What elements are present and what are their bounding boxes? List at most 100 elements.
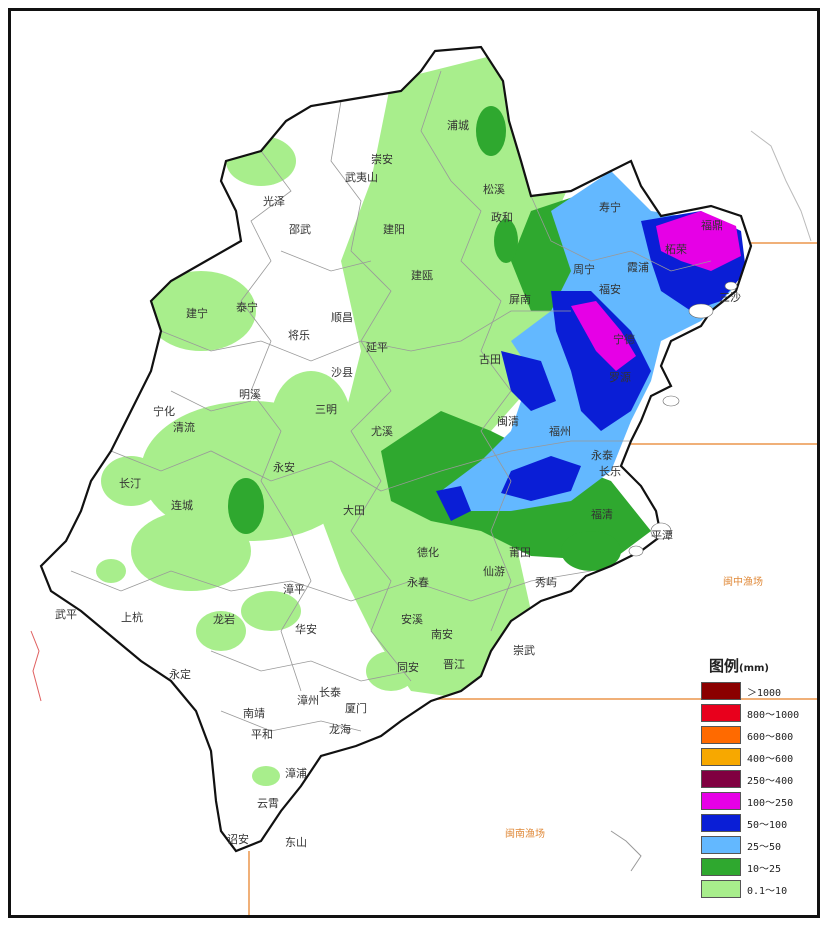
city-label: 龙海 (329, 722, 351, 736)
legend-row: 250～400 (701, 768, 811, 790)
city-label: 秀屿 (535, 576, 557, 589)
city-label: 建瓯 (411, 268, 433, 282)
city-label: 松溪 (483, 182, 505, 196)
city-label: 崇安 (371, 152, 393, 166)
legend-swatch (701, 748, 741, 766)
county-boundaries (70, 70, 712, 732)
legend-label: 600～800 (747, 731, 794, 743)
city-label: 宁化 (153, 404, 175, 418)
city-label: 建宁 (186, 306, 208, 320)
city-label: 长汀 (119, 477, 141, 490)
city-label: 邵武 (289, 223, 311, 236)
city-label: 永定 (169, 667, 191, 681)
city-label: 德化 (417, 545, 439, 559)
city-label: 晋江 (443, 658, 465, 671)
city-label: 闽清 (497, 415, 519, 428)
city-label: 龙岩 (213, 612, 235, 626)
city-label: 东山 (285, 836, 307, 849)
legend-label: 800～1000 (747, 709, 800, 721)
rain-100-250 (571, 211, 741, 371)
legend-swatch (701, 880, 741, 898)
city-label: 清流 (173, 420, 195, 434)
legend-items: ＞1000 800～1000 600～800 400～600 250～400 100～25… (701, 680, 811, 900)
city-label: 平和 (251, 728, 273, 741)
city-label: 长乐 (599, 465, 621, 478)
city-label: 平潭 (651, 529, 673, 542)
city-label: 古田 (479, 353, 501, 366)
city-label: 福安 (599, 282, 621, 296)
city-label: 连城 (171, 499, 193, 512)
west-border (30, 630, 42, 702)
city-label: 永安 (273, 460, 295, 474)
city-label: 三沙 (719, 291, 741, 304)
city-label: 漳州 (297, 693, 319, 707)
legend-label: 25～50 (747, 841, 782, 853)
legend-row: 0.1～10 (701, 878, 811, 900)
legend-swatch (701, 770, 741, 788)
city-label: 永泰 (591, 448, 613, 462)
legend-swatch (701, 858, 741, 876)
city-label: 霞浦 (627, 261, 649, 274)
rainfall-layer (96, 51, 746, 786)
city-label: 顺昌 (331, 311, 353, 324)
sea-label-minzhong: 闽中渔场 (723, 575, 763, 588)
city-label: 明溪 (239, 388, 261, 401)
city-label: 福清 (591, 507, 613, 521)
map-frame: 浦城 崇安 武夷山 光泽 松溪 政和 寿宁 福鼎 邵武 建阳 柘荣 霞浦 周宁 福安 建瓯 三沙 泰宁 建宁 将乐 顺… (8, 8, 820, 918)
legend-label: 250～400 (747, 775, 794, 787)
legend-label: 100～250 (747, 797, 794, 809)
city-label: 政和 (491, 210, 513, 224)
legend-swatch (701, 836, 741, 854)
city-label: 浦城 (447, 119, 469, 132)
legend-label: 10～25 (747, 863, 782, 875)
coastal-islands (628, 281, 738, 557)
legend-row: 400～600 (701, 746, 811, 768)
legend-swatch (701, 792, 741, 810)
city-label: 武夷山 (345, 171, 378, 184)
city-label: 大田 (343, 503, 365, 517)
city-label: 福州 (549, 424, 571, 438)
city-label: 厦门 (345, 701, 367, 715)
city-label: 将乐 (288, 329, 310, 342)
legend-unit: (mm) (739, 663, 769, 674)
legend-row: 50～100 (701, 812, 811, 834)
legend-label: 0.1～10 (747, 885, 788, 897)
city-label: 同安 (397, 660, 419, 674)
city-label: 屏南 (509, 293, 531, 306)
city-label: 柘荣 (665, 242, 687, 256)
city-label: 华安 (295, 622, 317, 636)
city-label: 沙县 (331, 366, 353, 379)
city-label: 光泽 (263, 194, 285, 208)
city-label: 尤溪 (371, 425, 393, 438)
legend-label: ＞1000 (747, 687, 782, 699)
legend-row: 100～250 (701, 790, 811, 812)
legend-swatch (701, 726, 741, 744)
city-label: 仙游 (483, 565, 505, 578)
city-label: 诏安 (227, 832, 249, 846)
legend-label: 50～100 (747, 819, 788, 831)
legend-swatch (701, 814, 741, 832)
city-label: 永春 (407, 575, 429, 589)
city-label: 漳浦 (285, 766, 307, 780)
legend-row: 800～1000 (701, 702, 811, 724)
coast-line-north (750, 130, 812, 242)
city-label: 南安 (431, 627, 453, 641)
city-label: 莆田 (509, 546, 531, 559)
city-label: 长泰 (319, 685, 341, 699)
city-label: 罗源 (609, 370, 631, 384)
city-label: 安溪 (401, 612, 423, 626)
legend-label: 400～600 (747, 753, 794, 765)
city-label: 三明 (315, 403, 337, 416)
province-outline (39, 45, 753, 853)
legend-row: 10～25 (701, 856, 811, 878)
city-label: 宁德 (613, 332, 635, 346)
city-label: 建阳 (383, 222, 405, 236)
island-outline (610, 830, 642, 872)
legend: 图例(mm) ＞1000 800～1000 600～800 400～600 250～40… (701, 655, 811, 900)
city-label: 上杭 (121, 610, 143, 624)
sea-label-minnan: 闽南渔场 (505, 827, 545, 840)
legend-title: 图例(mm) (709, 657, 769, 675)
city-label: 寿宁 (599, 200, 621, 214)
city-label: 漳平 (283, 582, 305, 596)
